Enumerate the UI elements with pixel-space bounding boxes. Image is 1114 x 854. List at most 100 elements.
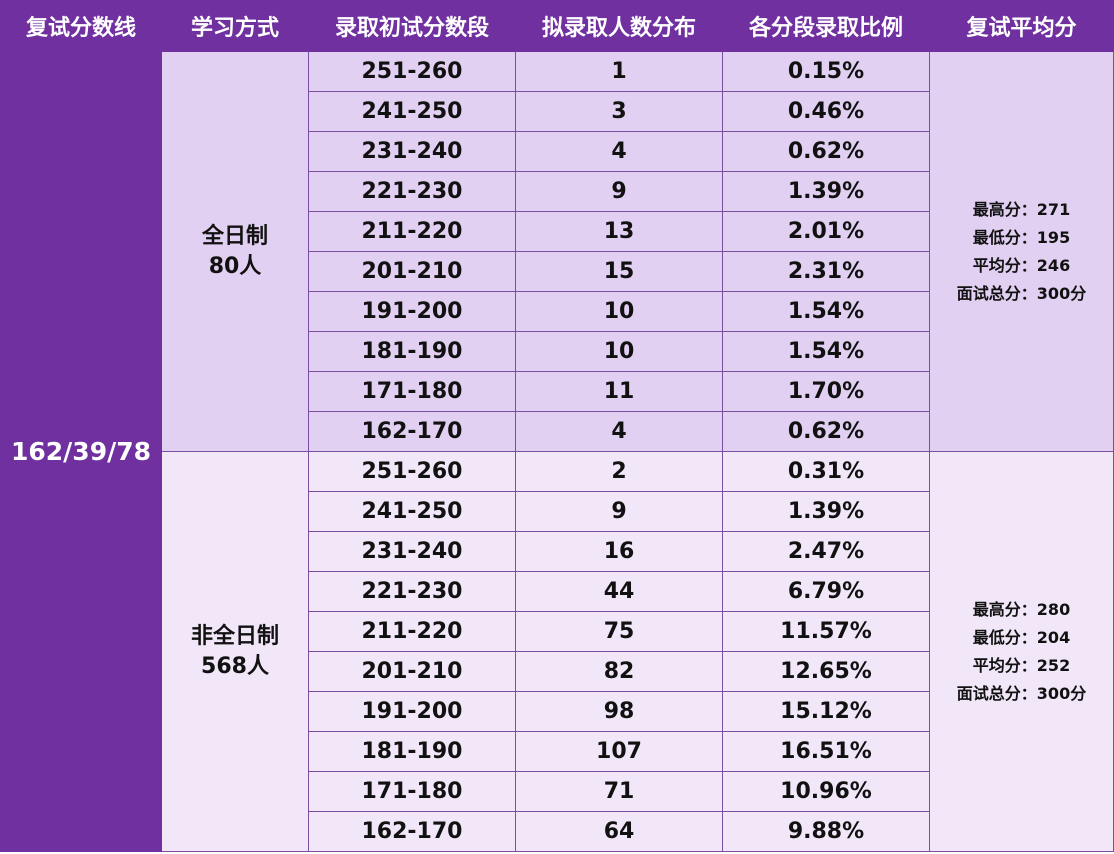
table-row: 181-190 10 1.54% (1, 331, 1114, 372)
admit-count-cell: 44 (515, 571, 723, 612)
header-admit-count: 拟录取人数分布 (515, 0, 723, 52)
admit-count-cell: 107 (515, 731, 723, 772)
score-range-cell: 191-200 (308, 291, 516, 332)
score-range-cell: 201-210 (308, 251, 516, 292)
admit-ratio-cell: 15.12% (722, 691, 930, 732)
admit-count-cell: 10 (515, 331, 723, 372)
table-row: 162-170 64 9.88% (1, 811, 1114, 852)
admit-count-cell: 71 (515, 771, 723, 812)
admit-ratio-cell: 1.54% (722, 331, 930, 372)
admit-count-cell: 2 (515, 451, 723, 492)
admit-ratio-cell: 12.65% (722, 651, 930, 692)
admit-ratio-cell: 6.79% (722, 571, 930, 612)
table-row: 211-220 75 11.57% (1, 611, 1114, 652)
admit-count-cell: 9 (515, 491, 723, 532)
table-row: 231-240 4 0.62% (1, 131, 1114, 172)
table-row: 231-240 16 2.47% (1, 531, 1114, 572)
score-range-cell: 251-260 (308, 451, 516, 492)
header-score-range: 录取初试分数段 (308, 0, 516, 52)
admit-ratio-cell: 11.57% (722, 611, 930, 652)
score-range-cell: 211-220 (308, 611, 516, 652)
stat-average: 平均分：252 (972, 655, 1071, 675)
score-range-cell: 221-230 (308, 171, 516, 212)
admit-ratio-cell: 1.39% (722, 171, 930, 212)
study-mode-name: 非全日制 (190, 623, 279, 649)
table-row: 201-210 15 2.31% (1, 251, 1114, 292)
score-range-cell: 171-180 (308, 771, 516, 812)
admit-ratio-cell: 2.47% (722, 531, 930, 572)
study-mode-count: 80人 (208, 253, 262, 279)
table-row: 221-230 44 6.79% (1, 571, 1114, 612)
table-row: 241-250 3 0.46% (1, 91, 1114, 132)
table-row: 241-250 9 1.39% (1, 491, 1114, 532)
cutoff-score-cell: 162/39/78 (0, 51, 162, 852)
admit-ratio-cell: 1.39% (722, 491, 930, 532)
score-range-cell: 251-260 (308, 51, 516, 92)
admit-count-cell: 3 (515, 91, 723, 132)
admit-count-cell: 4 (515, 131, 723, 172)
header-retest-average: 复试平均分 (929, 0, 1114, 52)
table-row: 221-230 9 1.39% (1, 171, 1114, 212)
admit-ratio-cell: 2.31% (722, 251, 930, 292)
retest-stats-full-time: 最高分：271 最低分：195 平均分：246 面试总分：300分 (929, 51, 1114, 452)
score-range-cell: 221-230 (308, 571, 516, 612)
admit-ratio-cell: 0.62% (722, 411, 930, 452)
stat-interview-total: 面试总分：300分 (956, 283, 1087, 303)
table-row: 171-180 11 1.70% (1, 371, 1114, 412)
table-row: 非全日制 568人 251-260 2 0.31% 最高分：280 最低分：20… (1, 451, 1114, 852)
stat-average: 平均分：246 (972, 255, 1071, 275)
score-range-cell: 211-220 (308, 211, 516, 252)
table-body: 162/39/78 全日制 80人 251-260 1 0.15% 最高分：27… (0, 51, 1114, 852)
score-range-cell: 241-250 (308, 91, 516, 132)
header-study-mode: 学习方式 (161, 0, 309, 52)
admit-count-cell: 98 (515, 691, 723, 732)
admit-count-cell: 4 (515, 411, 723, 452)
score-range-cell: 171-180 (308, 371, 516, 412)
admit-count-cell: 10 (515, 291, 723, 332)
study-mode-full-time: 全日制 80人 (161, 51, 309, 452)
study-mode-name: 全日制 (201, 223, 268, 249)
table-row: 171-180 71 10.96% (1, 771, 1114, 812)
score-range-cell: 231-240 (308, 131, 516, 172)
admit-ratio-cell: 1.70% (722, 371, 930, 412)
admit-count-cell: 64 (515, 811, 723, 852)
table-row: 191-200 98 15.12% (1, 691, 1114, 732)
stat-min: 最低分：195 (972, 227, 1071, 247)
admit-ratio-cell: 16.51% (722, 731, 930, 772)
stat-max: 最高分：271 (972, 199, 1071, 219)
admit-ratio-cell: 0.31% (722, 451, 930, 492)
stat-interview-total: 面试总分：300分 (956, 683, 1087, 703)
study-mode-part-time: 非全日制 568人 (161, 451, 309, 852)
admit-ratio-cell: 1.54% (722, 291, 930, 332)
study-mode-count: 568人 (201, 653, 269, 679)
admit-count-cell: 13 (515, 211, 723, 252)
score-range-cell: 231-240 (308, 531, 516, 572)
table-row: 201-210 82 12.65% (1, 651, 1114, 692)
admit-count-cell: 75 (515, 611, 723, 652)
score-range-cell: 162-170 (308, 811, 516, 852)
stat-min: 最低分：204 (972, 627, 1071, 647)
score-range-cell: 162-170 (308, 411, 516, 452)
table-row: 191-200 10 1.54% (1, 291, 1114, 332)
admit-ratio-cell: 10.96% (722, 771, 930, 812)
admit-count-cell: 11 (515, 371, 723, 412)
admit-ratio-cell: 0.46% (722, 91, 930, 132)
admit-ratio-cell: 9.88% (722, 811, 930, 852)
admit-count-cell: 16 (515, 531, 723, 572)
score-range-cell: 241-250 (308, 491, 516, 532)
admit-count-cell: 1 (515, 51, 723, 92)
table-row: 162/39/78 全日制 80人 251-260 1 0.15% 最高分：27… (0, 51, 1114, 852)
retest-stats-part-time: 最高分：280 最低分：204 平均分：252 面试总分：300分 (929, 451, 1114, 852)
score-range-cell: 181-190 (308, 331, 516, 372)
header-cutoff: 复试分数线 (0, 0, 162, 52)
score-range-cell: 191-200 (308, 691, 516, 732)
header-admit-ratio: 各分段录取比例 (722, 0, 930, 52)
admit-count-cell: 82 (515, 651, 723, 692)
stat-max: 最高分：280 (972, 599, 1071, 619)
header-row: 复试分数线 学习方式 录取初试分数段 拟录取人数分布 各分段录取比例 复试平均分 (0, 0, 1114, 52)
admit-ratio-cell: 0.15% (722, 51, 930, 92)
admit-ratio-cell: 2.01% (722, 211, 930, 252)
admit-ratio-cell: 0.62% (722, 131, 930, 172)
score-range-cell: 201-210 (308, 651, 516, 692)
